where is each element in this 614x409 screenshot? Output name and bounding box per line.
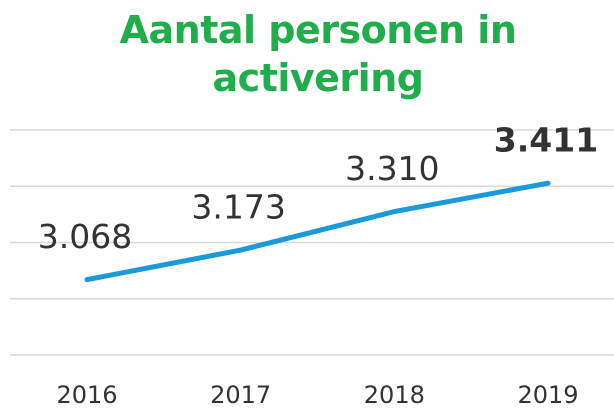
value-label: 3.173 xyxy=(191,188,285,227)
value-label: 3.411 xyxy=(494,121,598,160)
value-label: 3.068 xyxy=(38,217,132,256)
x-tick-label: 2017 xyxy=(210,381,271,409)
chart-title: Aantal personen in activering xyxy=(119,8,517,100)
x-tick-label: 2018 xyxy=(364,381,425,409)
x-tick-label: 2016 xyxy=(56,381,117,409)
x-tick-label: 2019 xyxy=(517,381,578,409)
value-label: 3.310 xyxy=(345,149,439,188)
line xyxy=(84,180,551,283)
